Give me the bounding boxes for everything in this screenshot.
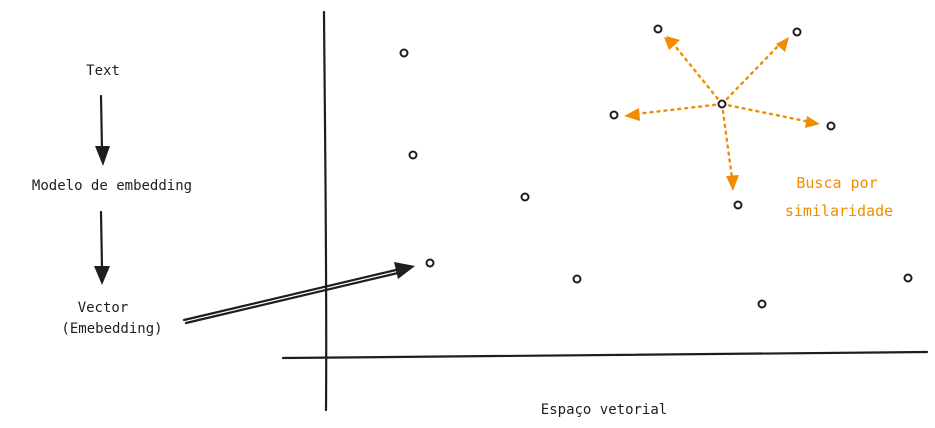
vector-point	[572, 274, 582, 284]
vector-point	[425, 258, 435, 268]
vector-point	[399, 48, 409, 58]
vector-label-line1: Vector	[78, 300, 129, 316]
vector-point	[609, 110, 619, 120]
similarity-label-line1: Busca por	[796, 174, 877, 192]
vector-point	[733, 200, 743, 210]
axis-label: Espaço vetorial	[541, 402, 667, 418]
similarity-arrows	[624, 36, 820, 191]
y-axis	[322, 10, 328, 412]
arrow-text-to-model	[95, 94, 110, 166]
vector-point	[826, 121, 836, 131]
similarity-label-line2: similaridade	[785, 202, 893, 220]
vector-points	[399, 24, 913, 309]
arrow-vector-to-space	[182, 262, 415, 325]
vector-point	[520, 192, 530, 202]
text-label: Text	[86, 63, 120, 79]
vector-point	[792, 27, 802, 37]
arrow-model-to-vector	[94, 210, 110, 285]
model-label: Modelo de embedding	[32, 178, 192, 194]
vector-point	[903, 273, 913, 283]
vector-label-line2: (Emebedding)	[61, 321, 162, 337]
vector-point	[653, 24, 663, 34]
query-point	[717, 99, 727, 109]
vector-point	[757, 299, 767, 309]
vector-point	[408, 150, 418, 160]
x-axis	[281, 350, 929, 360]
